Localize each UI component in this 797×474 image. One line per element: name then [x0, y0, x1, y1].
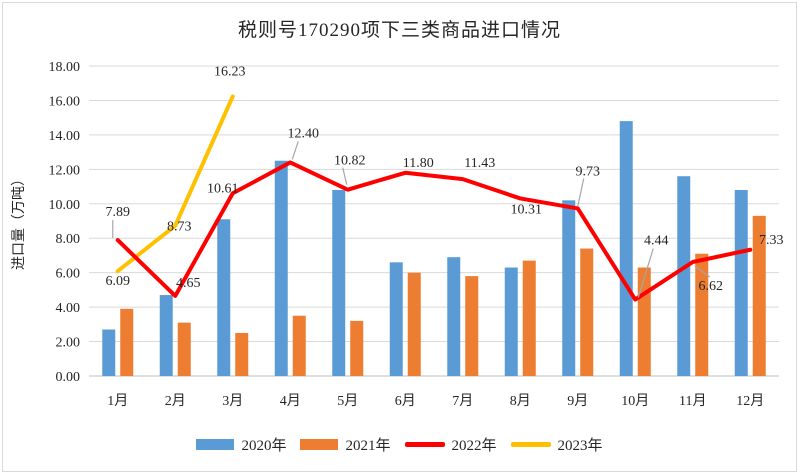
bar-2021年-3月 — [235, 332, 249, 376]
data-label-2022年-4.65: 4.65 — [176, 276, 201, 291]
bar-2021年-4月 — [292, 315, 306, 376]
bar-2021年-10月 — [637, 267, 651, 376]
y-tick-2: 2.00 — [56, 336, 81, 351]
x-tick-3月: 3月 — [222, 393, 243, 409]
bar-2021年-6月 — [407, 272, 421, 376]
y-tick-14: 14.00 — [49, 129, 81, 144]
legend: 2020年 2021年 2022年 2023年 — [3, 434, 796, 455]
x-tick-10月: 10月 — [621, 393, 649, 409]
data-label-2022年-11.43: 11.43 — [464, 156, 495, 171]
label-leader-12.40 — [291, 141, 299, 160]
bar-2020年-7月 — [447, 257, 461, 376]
data-label-2022年-7.89: 7.89 — [106, 205, 131, 220]
data-label-2022年-11.80: 11.80 — [403, 156, 434, 171]
x-tick-6月: 6月 — [395, 393, 416, 409]
data-label-2022年-12.40: 12.40 — [288, 126, 320, 141]
bar-2020年-2月 — [159, 295, 173, 376]
bar-2020年-12月 — [734, 190, 748, 376]
x-tick-2月: 2月 — [165, 393, 186, 409]
y-tick-6: 6.00 — [56, 267, 81, 282]
bar-2020年-4月 — [274, 160, 288, 376]
y-tick-8: 8.00 — [56, 232, 81, 247]
x-tick-11月: 11月 — [679, 393, 706, 409]
data-label-2022年-7.33: 7.33 — [759, 233, 784, 248]
line-2022年 — [115, 160, 753, 302]
x-tick-9月: 9月 — [567, 393, 588, 409]
bar-2020年-8月 — [504, 267, 518, 376]
legend-item-2022: 2022年 — [404, 434, 497, 455]
x-tick-8月: 8月 — [510, 393, 531, 409]
label-leader-6.62 — [694, 265, 711, 278]
y-axis-title: 进口量（万吨） — [11, 172, 27, 270]
legend-swatch-2023-line-icon — [510, 442, 551, 447]
y-tick-0: 0.00 — [56, 370, 81, 385]
data-label-2022年-10.31: 10.31 — [511, 202, 543, 217]
legend-swatch-2021-bar-icon — [300, 439, 339, 450]
bar-2021年-5月 — [350, 320, 364, 376]
data-label-2022年-9.73: 9.73 — [576, 164, 601, 179]
bar-2020年-11月 — [677, 176, 691, 376]
bar-2020年-1月 — [102, 329, 116, 376]
legend-item-2021: 2021年 — [300, 434, 391, 455]
legend-label-2022: 2022年 — [451, 438, 497, 454]
x-tick-4月: 4月 — [280, 393, 301, 409]
x-tick-5月: 5月 — [337, 393, 358, 409]
y-tick-12: 12.00 — [49, 163, 81, 178]
data-label-2022年-4.44: 4.44 — [644, 234, 669, 249]
data-label-2022年-6.62: 6.62 — [699, 279, 724, 294]
plot-area: 0.00 2.00 4.00 6.00 8.00 10.00 12.00 14.00 16.00… — [11, 60, 784, 409]
bar-2020年-9月 — [562, 200, 576, 376]
data-label-2022年-10.61: 10.61 — [207, 181, 239, 196]
bar-2021年-9月 — [580, 248, 594, 376]
bar-2020年-5月 — [332, 190, 346, 376]
bar-2021年-12月 — [752, 215, 766, 376]
bar-2021年-7月 — [465, 276, 479, 376]
legend-swatch-2022-line-icon — [404, 442, 445, 447]
chart-title: 税则号170290项下三类商品进口情况 — [237, 20, 561, 41]
legend-item-2023: 2023年 — [510, 434, 603, 455]
x-tick-1月: 1月 — [107, 393, 128, 409]
legend-label-2023: 2023年 — [557, 438, 603, 454]
label-leader-4.44 — [637, 248, 654, 298]
data-label-2023年-8.73: 8.73 — [167, 220, 192, 235]
bar-2020年-3月 — [217, 219, 231, 376]
y-tick-16: 16.00 — [49, 94, 81, 109]
bar-2021年-2月 — [177, 322, 191, 376]
data-label-2023年-16.23: 16.23 — [214, 64, 246, 79]
y-tick-4: 4.00 — [56, 301, 81, 316]
legend-label-2020: 2020年 — [241, 438, 287, 454]
x-tick-12月: 12月 — [736, 393, 764, 409]
label-leader-10.82 — [342, 167, 348, 185]
bar-2021年-1月 — [120, 308, 134, 376]
bar-2020年-6月 — [389, 262, 403, 376]
y-tick-18: 18.00 — [49, 60, 81, 75]
bar-2021年-8月 — [522, 260, 536, 376]
y-tick-10: 10.00 — [49, 198, 81, 213]
legend-label-2021: 2021年 — [345, 438, 391, 454]
label-leader-9.73 — [577, 178, 585, 207]
legend-item-2020: 2020年 — [196, 434, 286, 455]
data-label-2023年-6.09: 6.09 — [106, 274, 131, 289]
data-label-2022年-10.82: 10.82 — [334, 154, 366, 169]
legend-swatch-2020-bar-icon — [196, 439, 235, 450]
x-tick-7月: 7月 — [452, 393, 473, 409]
bar-2021年-11月 — [695, 253, 709, 376]
bar-2020年-10月 — [619, 121, 633, 376]
